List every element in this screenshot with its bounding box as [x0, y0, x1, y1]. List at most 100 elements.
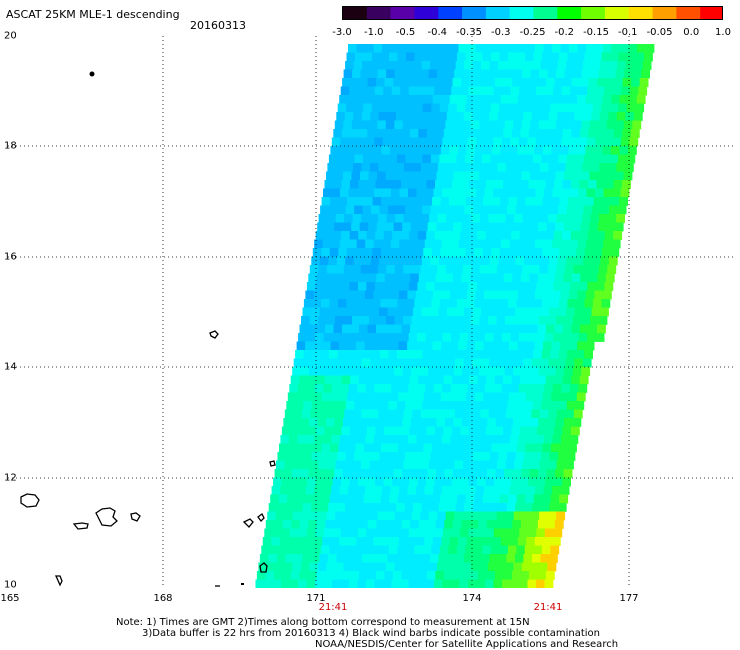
- swath-pixel: [481, 205, 491, 215]
- swath-pixel: [413, 503, 423, 512]
- swath-pixel: [390, 486, 400, 495]
- swath-pixel: [354, 545, 364, 555]
- swath-pixel: [518, 188, 528, 198]
- swath-pixel: [609, 154, 619, 164]
- swath-pixel: [549, 154, 559, 164]
- swath-pixel: [616, 163, 626, 172]
- swath-pixel: [298, 333, 307, 342]
- swath-pixel: [493, 282, 503, 291]
- swath-pixel: [527, 282, 537, 291]
- swath-pixel: [454, 316, 463, 325]
- swath-pixel: [507, 401, 517, 410]
- swath-pixel: [286, 401, 296, 410]
- swath-pixel: [542, 146, 552, 155]
- swath-pixel: [392, 180, 402, 189]
- swath-pixel: [520, 129, 530, 138]
- swath-pixel: [454, 409, 464, 419]
- swath-pixel: [605, 129, 615, 138]
- swath-pixel: [340, 86, 350, 96]
- swath-pixel: [460, 426, 470, 436]
- swath-pixel: [527, 137, 537, 147]
- swath-pixel: [366, 282, 376, 291]
- swath-pixel: [344, 554, 354, 563]
- swath-pixel: [335, 163, 345, 172]
- swath-pixel: [294, 452, 304, 461]
- swath-pixel: [377, 171, 386, 181]
- swath-pixel: [442, 384, 452, 393]
- swath-pixel: [560, 486, 570, 495]
- swath-pixel: [370, 554, 380, 563]
- swath-pixel: [535, 188, 545, 198]
- lon-label: 177: [619, 593, 639, 604]
- swath-pixel: [334, 469, 343, 478]
- swath-pixel: [460, 129, 470, 138]
- swath-pixel: [481, 503, 491, 512]
- swath-pixel: [275, 562, 285, 572]
- swath-pixel: [569, 435, 579, 444]
- swath-pixel: [355, 392, 365, 402]
- swath-pixel: [377, 69, 387, 79]
- swath-pixel: [566, 307, 575, 317]
- swath-pixel: [325, 520, 335, 529]
- swath-pixel: [559, 494, 569, 504]
- swath-pixel: [358, 426, 368, 436]
- swath-pixel: [450, 44, 459, 53]
- swath-pixel: [480, 214, 489, 223]
- swath-pixel: [447, 307, 456, 317]
- swath-pixel: [384, 324, 394, 334]
- swath-pixel: [611, 239, 621, 249]
- swath-pixel: [442, 282, 452, 291]
- swath-pixel: [407, 44, 417, 53]
- swath-pixel: [367, 78, 377, 87]
- swath-pixel: [474, 197, 484, 206]
- swath-pixel: [427, 418, 437, 427]
- swath-pixel: [442, 188, 451, 198]
- swath-pixel: [553, 86, 563, 96]
- swath-pixel: [537, 571, 547, 580]
- swath-pixel: [534, 197, 543, 206]
- swath-pixel: [326, 316, 336, 325]
- swath-pixel: [538, 171, 548, 181]
- swath-pixel: [280, 486, 289, 495]
- swath-pixel: [443, 129, 453, 138]
- swath-pixel: [325, 222, 335, 232]
- swath-pixel: [551, 443, 560, 453]
- swath-pixel: [351, 418, 361, 427]
- swath-pixel: [410, 78, 419, 87]
- swath-pixel: [445, 69, 455, 79]
- swath-pixel: [353, 307, 363, 317]
- swath-pixel: [535, 239, 545, 249]
- swath-pixel: [485, 528, 495, 538]
- swath-pixel: [462, 171, 471, 181]
- swath-pixel: [612, 137, 622, 147]
- swath-pixel: [349, 333, 358, 342]
- swath-pixel: [397, 545, 407, 555]
- swath-pixel: [465, 103, 475, 113]
- swath-pixel: [345, 401, 355, 410]
- swath-pixel: [304, 392, 314, 402]
- swath-pixel: [375, 477, 384, 487]
- swath-pixel: [427, 273, 437, 283]
- swath-pixel: [389, 443, 399, 453]
- map-date: 20160313: [190, 19, 246, 32]
- swath-pixel: [551, 537, 561, 546]
- swath-pixel: [613, 129, 623, 138]
- swath-pixel: [345, 256, 355, 266]
- swath-pixel: [364, 95, 374, 104]
- swath-pixel: [309, 316, 319, 325]
- swath-pixel: [438, 358, 448, 368]
- swath-pixel: [342, 469, 352, 478]
- swath-pixel: [411, 69, 421, 79]
- swath-pixel: [466, 146, 476, 155]
- swath-pixel: [430, 307, 439, 317]
- swath-pixel: [309, 367, 319, 376]
- swath-pixel: [259, 554, 269, 563]
- colorbar-tick-label: -0.15: [583, 27, 609, 38]
- swath-pixel: [474, 248, 484, 257]
- swath-pixel: [504, 418, 514, 427]
- swath-pixel: [328, 503, 338, 512]
- swath-pixel: [551, 197, 560, 206]
- swath-pixel: [453, 367, 463, 376]
- swath-pixel: [598, 69, 608, 79]
- swath-pixel: [518, 384, 528, 393]
